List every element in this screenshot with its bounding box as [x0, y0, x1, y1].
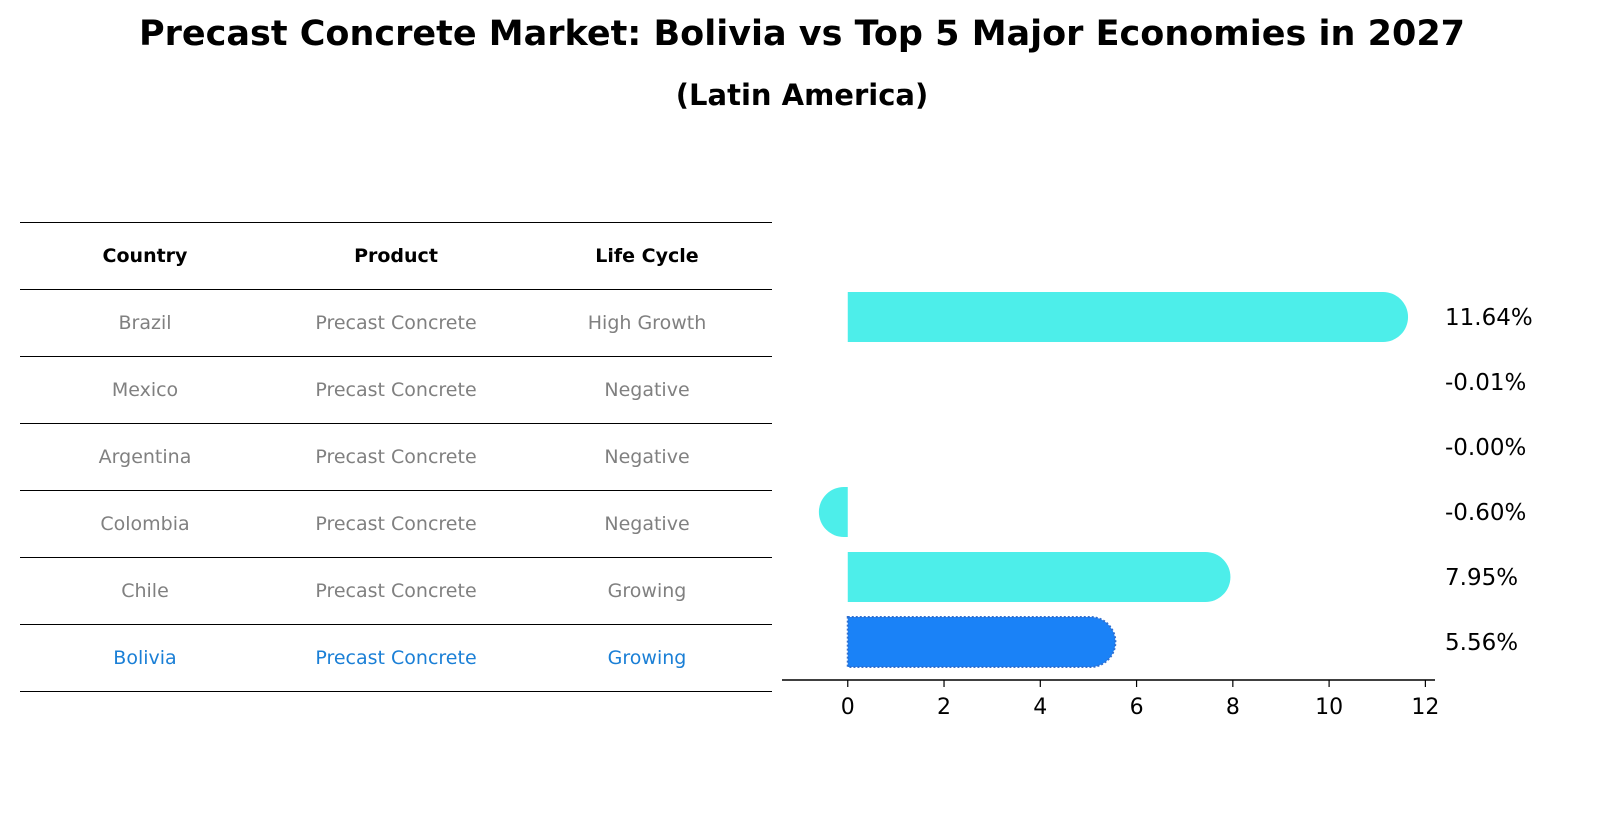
table-row: Mexico Precast Concrete Negative — [20, 356, 772, 424]
cell-life-cycle: High Growth — [522, 289, 772, 357]
cell-life-cycle: Negative — [522, 423, 772, 491]
value-label-chile: 7.95% — [1445, 565, 1518, 591]
value-label-bolivia: 5.56% — [1445, 630, 1518, 656]
chart-title: Precast Concrete Market: Bolivia vs Top … — [138, 14, 1466, 54]
cell-product: Precast Concrete — [270, 289, 522, 357]
country-table: Country Product Life Cycle Brazil Precas… — [20, 222, 772, 692]
cell-country: Argentina — [20, 423, 270, 491]
table-row: Colombia Precast Concrete Negative — [20, 490, 772, 558]
bar-chile — [847, 552, 1231, 602]
x-tick-label: 0 — [841, 695, 855, 720]
bar-bolivia — [846, 616, 1117, 668]
x-tick-label: 4 — [1033, 695, 1047, 720]
cell-product: Precast Concrete — [270, 557, 522, 625]
cell-life-cycle: Negative — [522, 356, 772, 424]
header-life-cycle: Life Cycle — [522, 222, 772, 290]
cell-life-cycle: Growing — [522, 624, 772, 692]
cell-country: Chile — [20, 557, 270, 625]
table-row-highlight: Bolivia Precast Concrete Growing — [20, 624, 772, 692]
table-row: Brazil Precast Concrete High Growth — [20, 289, 772, 357]
cell-product: Precast Concrete — [270, 624, 522, 692]
cell-country: Mexico — [20, 356, 270, 424]
value-label-mexico: -0.01% — [1445, 370, 1526, 396]
value-label-brazil: 11.64% — [1445, 305, 1533, 331]
x-tick-label: 8 — [1226, 695, 1240, 720]
x-tick-label: 2 — [937, 695, 951, 720]
header-product: Product — [270, 222, 522, 290]
cell-country: Bolivia — [20, 624, 270, 692]
value-label-colombia: -0.60% — [1445, 500, 1526, 526]
bar-chart: 11.64% -0.01% -0.00% -0.60% 7.95% 5.56% 0 2 4 6 8 1… — [782, 292, 1533, 720]
cell-country: Colombia — [20, 490, 270, 558]
x-tick-label: 12 — [1411, 695, 1439, 720]
table-row: Argentina Precast Concrete Negative — [20, 423, 772, 491]
cell-product: Precast Concrete — [270, 490, 522, 558]
cell-product: Precast Concrete — [270, 423, 522, 491]
table-header-row: Country Product Life Cycle — [20, 222, 772, 290]
value-label-argentina: -0.00% — [1445, 435, 1526, 461]
table-row: Chile Precast Concrete Growing — [20, 557, 772, 625]
chart-subtitle: (Latin America) — [675, 78, 929, 112]
cell-life-cycle: Negative — [522, 490, 772, 558]
bar-brazil — [847, 292, 1409, 342]
cell-product: Precast Concrete — [270, 356, 522, 424]
x-tick-label: 6 — [1130, 695, 1144, 720]
header-country: Country — [20, 222, 270, 290]
cell-country: Brazil — [20, 289, 270, 357]
bar-colombia — [818, 487, 848, 537]
cell-life-cycle: Growing — [522, 557, 772, 625]
x-tick-label: 10 — [1315, 695, 1343, 720]
